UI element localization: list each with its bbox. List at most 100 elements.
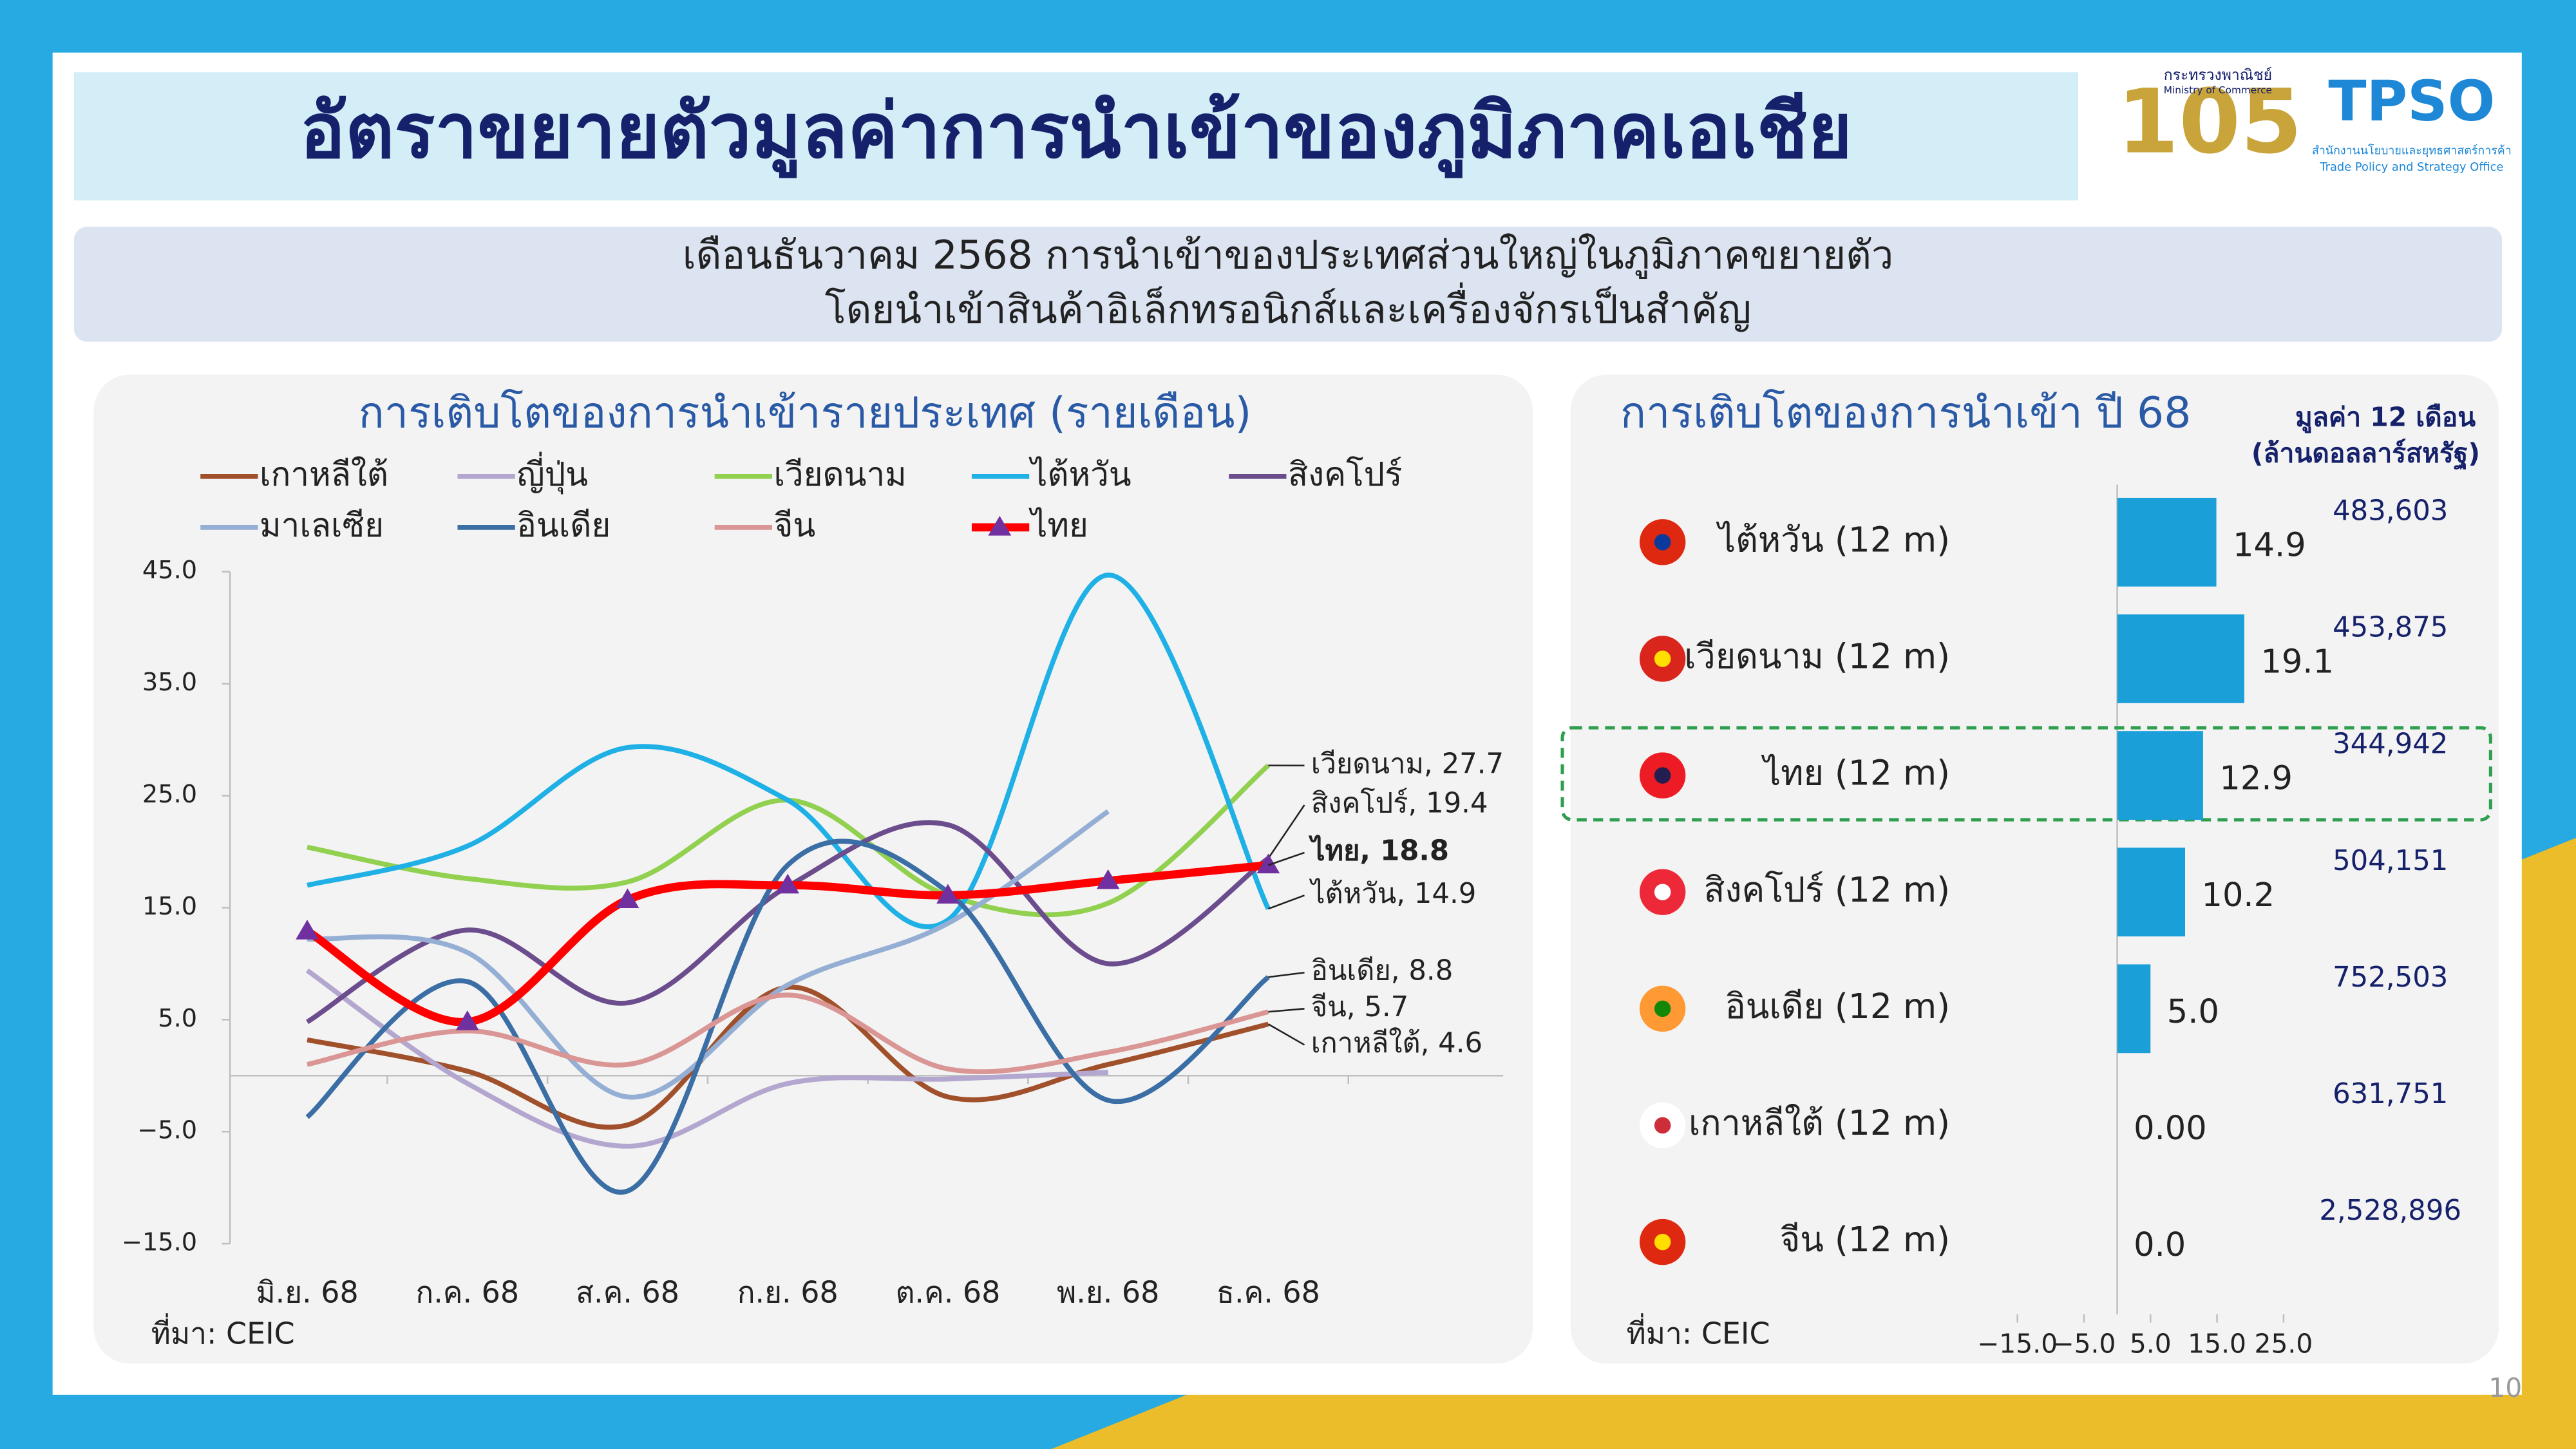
leader-line [1267, 1023, 1305, 1046]
end-label: จีน, 5.7 [1311, 991, 1409, 1023]
category-label: เกาหลีใต้ (12 m) [1689, 1103, 1950, 1143]
flag-emblem [1654, 767, 1671, 784]
side-value: 504,151 [2333, 845, 2448, 877]
x-tick-label: ก.ค. 68 [415, 1275, 519, 1310]
page-number: 10 [2488, 1372, 2522, 1403]
flag-emblem [1654, 884, 1671, 900]
summary-line: โดยนำเข้าสินค้าอิเล็กทรอนิกส์และเครื่องจ… [825, 282, 1752, 332]
source: ที่มา: CEIC [1627, 1312, 1770, 1350]
value-label: 0.00 [2134, 1110, 2207, 1148]
bar [2117, 848, 2186, 937]
bar [2117, 497, 2217, 587]
category-label: ไต้หวัน (12 m) [1716, 519, 1950, 560]
leader-line [1267, 851, 1305, 866]
legend-label: จีน [774, 507, 816, 545]
source: ที่มา: CEIC [151, 1312, 295, 1350]
slide-title: อัตราขยายตัวมูลค่าการนำเข้าของภูมิภาคเอเ… [300, 87, 1852, 178]
x-tick-label: −5.0 [2052, 1328, 2116, 1359]
highlight-box [1560, 726, 2492, 822]
x-tick-label: พ.ย. 68 [1057, 1275, 1159, 1310]
end-label: อินเดีย, 8.8 [1311, 955, 1454, 987]
y-tick-label: 45.0 [142, 556, 197, 585]
legend-label: อินเดีย [516, 507, 611, 545]
legend-label: เกาหลีใต้ [260, 456, 388, 494]
logo-tpso: TPSO [2328, 69, 2495, 134]
marker [776, 873, 800, 894]
bar [2117, 614, 2244, 703]
y-tick-label: 35.0 [142, 668, 197, 697]
end-label: ไต้หวัน, 14.9 [1309, 877, 1477, 910]
end-label: เกาหลีใต้, 4.6 [1311, 1027, 1482, 1059]
logo-ministry-en: Ministry of Commerce [2164, 84, 2272, 96]
y-tick-label: 25.0 [142, 780, 197, 809]
y-tick-label: −15.0 [122, 1228, 197, 1257]
logo-ministry-th: กระทรวงพาณิชย์ [2164, 66, 2272, 84]
marker [1256, 853, 1280, 874]
category-label: สิงคโปร์ (12 m) [1704, 869, 1950, 910]
bar [2117, 731, 2203, 820]
bar-chart-panel [1570, 374, 2499, 1364]
category-label: ไทย (12 m) [1761, 753, 1950, 793]
flag-emblem [1654, 1000, 1671, 1018]
marker [296, 920, 319, 940]
flag-emblem [1654, 534, 1671, 551]
x-tick-label: 5.0 [2130, 1328, 2172, 1359]
legend-label: มาเลเซีย [260, 507, 384, 545]
side-column-unit: (ล้านดอลลาร์สหรัฐ) [2251, 438, 2480, 471]
end-label: สิงคโปร์, 19.4 [1311, 786, 1488, 819]
flag-emblem [1654, 1233, 1671, 1251]
marker [936, 884, 960, 904]
logo-office-th: สำนักงานนโยบายและยุทธศาสตร์การค้า [2312, 144, 2512, 158]
y-tick-label: −5.0 [137, 1116, 197, 1145]
series-line [307, 573, 1271, 929]
legend-label: เวียดนาม [774, 456, 907, 494]
category-label: อินเดีย (12 m) [1725, 986, 1950, 1027]
x-tick-label: ส.ค. 68 [576, 1275, 679, 1310]
leader-line [1267, 804, 1305, 859]
value-label: 5.0 [2167, 993, 2219, 1031]
series-line [307, 763, 1270, 918]
marker [455, 1010, 479, 1030]
leader-line [1268, 1008, 1305, 1013]
y-tick-label: 5.0 [158, 1004, 197, 1033]
legend-label: สิงคโปร์ [1288, 456, 1402, 494]
flag-emblem [1654, 1117, 1671, 1134]
value-label: 19.1 [2260, 643, 2334, 681]
logo-office-en: Trade Policy and Strategy Office [2319, 160, 2503, 174]
legend-label: ไต้หวัน [1028, 456, 1132, 494]
marker [1096, 869, 1120, 889]
title-box [73, 72, 2079, 201]
x-tick-label: 25.0 [2254, 1328, 2313, 1359]
side-value: 752,503 [2333, 961, 2448, 994]
flag-emblem [1654, 650, 1671, 667]
side-value: 2,528,896 [2319, 1195, 2461, 1227]
x-tick-label: ก.ย. 68 [737, 1275, 838, 1310]
side-value: 483,603 [2333, 495, 2448, 527]
value-label: 0.0 [2134, 1226, 2186, 1264]
x-tick-label: มิ.ย. 68 [256, 1275, 358, 1310]
legend-marker [988, 516, 1012, 536]
y-tick-label: 15.0 [142, 892, 197, 921]
end-label: ไทย, 18.8 [1309, 834, 1449, 867]
x-tick-label: −15.0 [1977, 1328, 2058, 1359]
leader-line [1267, 895, 1305, 910]
category-label: เวียดนาม (12 m) [1684, 636, 1950, 677]
x-tick-label: ต.ค. 68 [896, 1275, 1001, 1310]
summary-box [73, 227, 2503, 342]
bar [2117, 964, 2151, 1054]
logo-anniversary: 105 [2117, 71, 2302, 174]
category-label: จีน (12 m) [1780, 1219, 1950, 1260]
value-label: 10.2 [2202, 876, 2275, 914]
side-value: 453,875 [2333, 612, 2448, 644]
series-line [305, 838, 1270, 1195]
chart-title: การเติบโตของการนำเข้า ปี 68 [1620, 387, 2191, 437]
x-tick-label: 15.0 [2188, 1328, 2246, 1359]
end-label: เวียดนาม, 27.7 [1311, 748, 1504, 780]
summary-line: เดือนธันวาคม 2568 การนำเข้าของประเทศส่วน… [683, 232, 1893, 279]
series-line [305, 968, 1108, 1149]
value-label: 12.9 [2219, 760, 2293, 798]
side-value: 344,942 [2333, 728, 2448, 761]
series-line [307, 992, 1269, 1075]
